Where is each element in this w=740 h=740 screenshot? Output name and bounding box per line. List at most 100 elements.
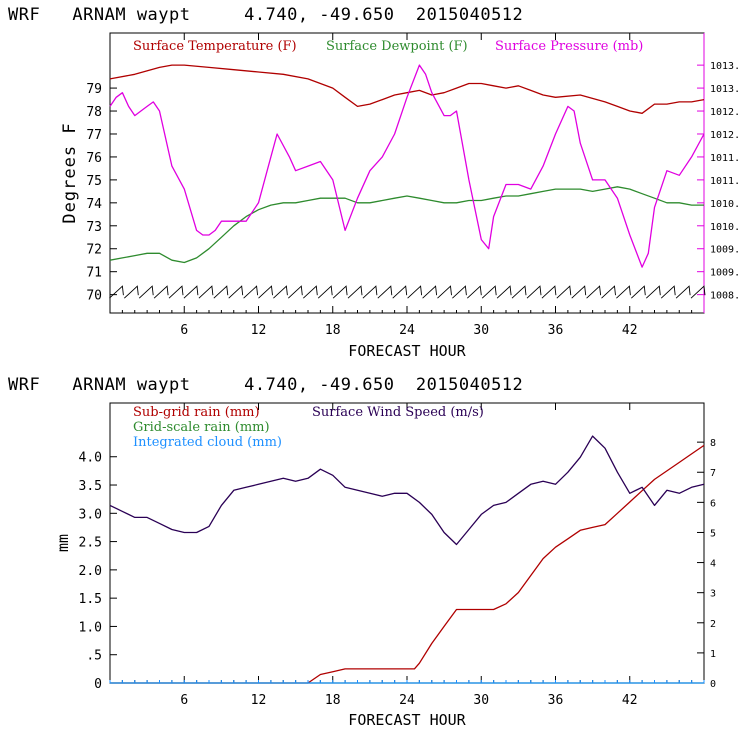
rain-wind-panel: WRF ARNAM waypt 4.740, -49.650 201504051…: [8, 375, 716, 729]
wind-barb: [362, 285, 378, 299]
y-tick-label: 70: [86, 289, 102, 304]
x-tick-label: 36: [548, 323, 564, 338]
wind-barb: [168, 285, 184, 299]
wind-barb: [481, 285, 497, 299]
y2-tick-label: 0: [710, 679, 716, 690]
y2-tick-label: 7: [710, 468, 716, 479]
bottom-panel-title: WRF ARNAM waypt 4.740, -49.650 201504051…: [8, 375, 523, 395]
wind-barb: [392, 285, 408, 299]
x-tick-label: 42: [622, 323, 638, 338]
wind-barb: [556, 285, 572, 299]
wind-barb: [153, 285, 169, 299]
y2-tick-label: 1011.0: [710, 176, 740, 187]
legend-entry-surface-dewpoint-f: Surface Dewpoint (F): [326, 39, 468, 54]
y2-tick-label: 1011.5: [710, 153, 740, 164]
top-x-axis-label: FORECAST HOUR: [348, 342, 466, 360]
series-line-surface-temperature-f: [109, 64, 705, 114]
y2-tick-label: 4: [710, 559, 716, 570]
y-tick-label: 78: [86, 105, 102, 120]
wind-barb: [601, 285, 616, 299]
x-tick-label: 36: [548, 693, 564, 708]
y2-tick-label: 1010.5: [710, 199, 740, 210]
bottom-y-axis-label: mm: [54, 534, 72, 552]
wind-barb: [616, 285, 631, 299]
wind-barb: [496, 285, 512, 299]
series-line-surface-wind-speed-m-s: [109, 435, 705, 546]
y2-tick-label: 5: [710, 528, 716, 539]
wind-barb: [541, 285, 557, 299]
y-tick-label: 71: [86, 266, 102, 281]
wind-barb: [213, 285, 229, 299]
x-tick-label: 6: [180, 693, 188, 708]
series-line-surface-dewpoint-f: [109, 186, 704, 264]
series-line-sub-grid-rain-mm: [110, 444, 705, 684]
legend-entry-grid-scale-rain-mm: Grid-scale rain (mm): [133, 420, 270, 435]
y-tick-label: 2.5: [79, 536, 102, 551]
y-tick-label: 74: [86, 197, 102, 212]
wind-barb: [407, 285, 423, 299]
wind-barb: [452, 285, 467, 299]
wind-barb: [287, 285, 303, 299]
y-tick-label: 77: [86, 128, 102, 143]
wind-barb: [437, 285, 452, 299]
y-tick-label: 3.0: [79, 507, 102, 522]
x-tick-label: 24: [399, 323, 415, 338]
y-tick-label: 0: [94, 677, 102, 692]
wind-barb: [526, 285, 542, 299]
wind-barb: [511, 285, 527, 299]
legend-entry-sub-grid-rain-mm: Sub-grid rain (mm): [133, 405, 260, 420]
y-tick-label: .5: [86, 649, 102, 664]
y2-tick-label: 6: [710, 498, 716, 509]
y2-tick-label: 1010.0: [710, 222, 740, 233]
x-tick-label: 30: [473, 693, 489, 708]
wind-barb: [332, 285, 348, 299]
y-tick-label: 72: [86, 243, 102, 258]
y2-tick-label: 1012.0: [710, 130, 740, 141]
x-tick-label: 6: [180, 323, 188, 338]
temperature-panel: WRF ARNAM waypt 4.740, -49.650 201504051…: [8, 5, 740, 360]
y2-tick-label: 1009.0: [710, 268, 740, 279]
y2-tick-label: 1009.5: [710, 245, 740, 256]
wind-barb: [109, 285, 124, 299]
wind-barb: [377, 285, 393, 299]
y2-tick-label: 2: [710, 619, 716, 630]
x-tick-label: 18: [325, 323, 341, 338]
y2-tick-label: 3: [710, 589, 716, 600]
legend-entry-surface-temperature-f: Surface Temperature (F): [133, 39, 297, 54]
y-tick-label: 2.0: [79, 564, 102, 579]
wind-barb: [660, 285, 676, 299]
wind-barbs: [109, 285, 706, 299]
y-tick-label: 73: [86, 220, 102, 235]
wind-barb: [273, 285, 288, 299]
wind-barb: [630, 285, 646, 299]
y-tick-label: 79: [86, 82, 102, 97]
top-panel-title: WRF ARNAM waypt 4.740, -49.650 201504051…: [8, 5, 523, 25]
wind-barb: [645, 285, 661, 299]
y-tick-label: 75: [86, 174, 102, 189]
wind-barb: [138, 285, 154, 299]
y-tick-label: 1.5: [79, 592, 102, 607]
top-plot-frame: [109, 32, 705, 314]
y-tick-label: 4.0: [79, 451, 102, 466]
y2-tick-label: 1: [710, 649, 716, 660]
x-tick-label: 18: [325, 693, 341, 708]
legend-entry-integrated-cloud-mm: Integrated cloud (mm): [133, 435, 282, 450]
x-tick-label: 12: [251, 693, 267, 708]
wind-barb: [258, 285, 273, 299]
x-tick-label: 30: [473, 323, 489, 338]
y2-tick-label: 1012.5: [710, 107, 740, 118]
wind-barb: [302, 285, 318, 299]
wind-barb: [123, 285, 139, 299]
y2-tick-label: 1008.5: [710, 291, 740, 302]
wind-barb: [347, 285, 363, 299]
y-tick-label: 1.0: [79, 620, 102, 635]
top-y-axis-label: Degrees F: [60, 122, 80, 223]
wind-barb: [466, 285, 482, 299]
x-tick-label: 12: [251, 323, 267, 338]
bottom-x-axis-label: FORECAST HOUR: [348, 711, 466, 729]
wind-barb: [675, 285, 691, 299]
legend-entry-surface-pressure-mb: Surface Pressure (mb): [495, 39, 643, 54]
legend-entry-surface-wind-speed-m-s: Surface Wind Speed (m/s): [312, 405, 484, 420]
y-tick-label: 76: [86, 151, 102, 166]
